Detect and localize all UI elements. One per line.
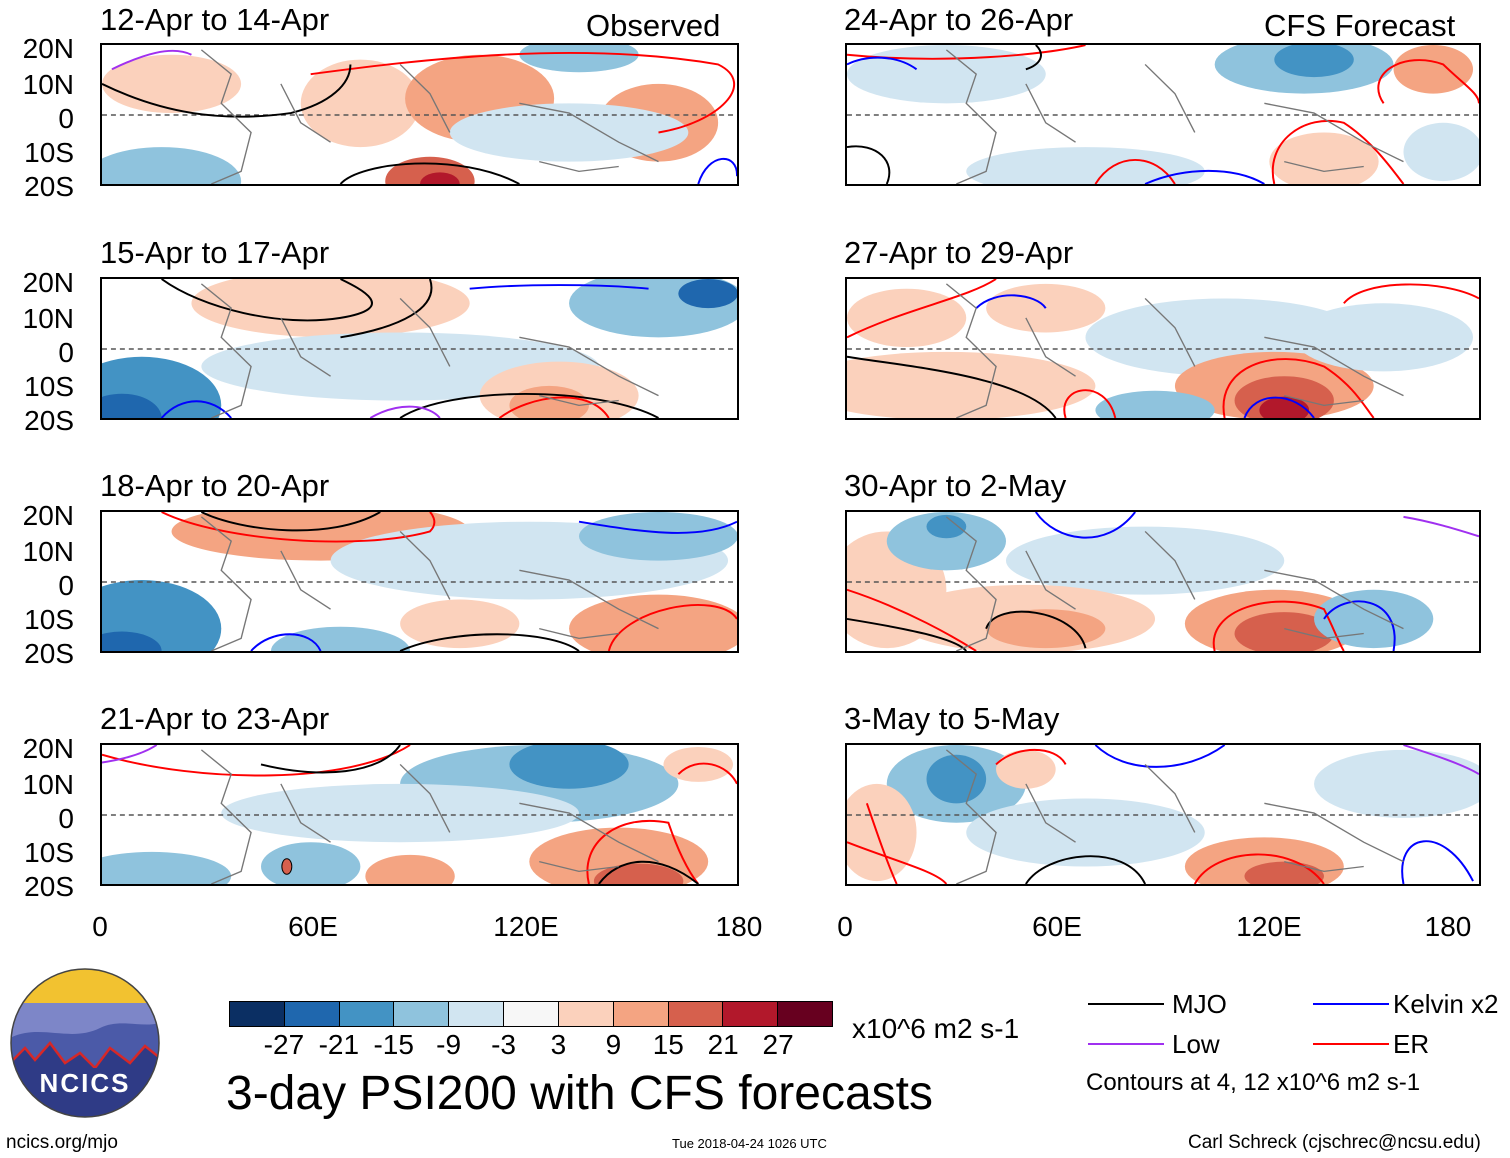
colorbar-swatch (394, 1002, 450, 1026)
panel-title: 21-Apr to 23-Apr (100, 701, 330, 736)
logo-text: NCICS (39, 1068, 131, 1098)
map-panel-observed-3 (100, 510, 739, 653)
lat-label: 10S (24, 604, 74, 635)
colorbar-tick: -3 (491, 1029, 516, 1060)
colorbar-swatch (778, 1002, 832, 1026)
contour-note: Contours at 4, 12 x10^6 m2 s-1 (1086, 1069, 1421, 1096)
colorbar-tick: -9 (436, 1029, 462, 1060)
map-panel-observed-4 (100, 743, 739, 886)
colorbar-swatch (284, 1002, 340, 1026)
lon-label: 0 (837, 911, 853, 942)
colorbar-swatch (449, 1002, 505, 1026)
footer-timestamp: Tue 2018-04-24 1026 UTC (672, 1136, 827, 1151)
colorbar-tick: 27 (762, 1029, 794, 1060)
map-panel-observed-1 (100, 43, 739, 186)
colorbar-swatch (558, 1002, 614, 1026)
footer-url[interactable]: ncics.org/mjo (6, 1132, 118, 1153)
colorbar (229, 1001, 833, 1027)
lat-label: 20S (24, 871, 74, 902)
er-legend-label: ER (1393, 1029, 1430, 1059)
lat-label: 20S (24, 405, 74, 436)
panel-title: 18-Apr to 20-Apr (100, 468, 330, 503)
kelvin-legend-label: Kelvin x2 (1393, 989, 1499, 1019)
ncics-logo: NCICS (10, 968, 160, 1118)
colorbar-swatch (504, 1002, 559, 1026)
colorbar-swatch (339, 1002, 395, 1026)
lat-label: 10N (22, 536, 74, 567)
lat-label: 10N (22, 303, 74, 334)
forecast-label: CFS Forecast (1264, 8, 1456, 43)
low-legend-line (1088, 1043, 1164, 1045)
figure-title: 3-day PSI200 with CFS forecasts (226, 1067, 933, 1120)
lat-label: 10N (22, 69, 74, 100)
lat-label: 20N (22, 267, 74, 298)
colorbar-units: x10^6 m2 s-1 (852, 1013, 1020, 1044)
kelvin-legend-line (1313, 1003, 1389, 1005)
lat-label: 20N (22, 500, 74, 531)
lat-label: 0 (58, 337, 74, 368)
lat-label: 10N (22, 769, 74, 800)
lat-label: 0 (58, 570, 74, 601)
map-panel-forecast-4 (845, 743, 1481, 886)
map-panel-forecast-2 (845, 277, 1481, 420)
map-panel-forecast-1 (845, 43, 1481, 186)
lon-label: 0 (92, 911, 108, 942)
panel-title: 30-Apr to 2-May (844, 468, 1067, 503)
mjo-legend-label: MJO (1172, 989, 1227, 1019)
panel-title: 24-Apr to 26-Apr (844, 2, 1074, 37)
colorbar-tick: 9 (605, 1029, 622, 1060)
colorbar-swatch (668, 1002, 724, 1026)
lat-label: 0 (58, 803, 74, 834)
lon-label: 120E (493, 911, 559, 942)
map-panel-forecast-3 (845, 510, 1481, 653)
lat-label: 20S (24, 638, 74, 669)
er-legend-line (1313, 1043, 1389, 1045)
lat-label: 10S (24, 137, 74, 168)
colorbar-tick: 15 (652, 1029, 684, 1060)
panel-title: 15-Apr to 17-Apr (100, 235, 330, 270)
colorbar-tick: -15 (373, 1029, 414, 1060)
lat-label: 20N (22, 733, 74, 764)
panel-title: 27-Apr to 29-Apr (844, 235, 1074, 270)
lon-label: 180 (1424, 911, 1472, 942)
colorbar-tick: -27 (263, 1029, 305, 1060)
lon-label: 60E (1032, 911, 1082, 942)
colorbar-swatch (613, 1002, 669, 1026)
observed-label: Observed (586, 8, 721, 43)
low-legend-label: Low (1172, 1029, 1220, 1059)
map-panel-observed-2 (100, 277, 739, 420)
footer-credit: Carl Schreck (cjschrec@ncsu.edu) (1188, 1132, 1481, 1153)
colorbar-swatch (723, 1002, 779, 1026)
mjo-legend-line (1088, 1003, 1164, 1005)
lat-label: 10S (24, 837, 74, 868)
colorbar-tick: 3 (550, 1029, 567, 1060)
lat-label: 0 (58, 103, 74, 134)
colorbar-swatch (230, 1002, 285, 1026)
lon-label: 180 (715, 911, 763, 942)
panel-title: 3-May to 5-May (844, 701, 1060, 736)
lon-label: 60E (288, 911, 338, 942)
colorbar-tick: -21 (318, 1029, 360, 1060)
panel-title: 12-Apr to 14-Apr (100, 2, 330, 37)
lat-label: 10S (24, 371, 74, 402)
lon-label: 120E (1236, 911, 1302, 942)
lat-label: 20S (24, 171, 74, 202)
lat-label: 20N (22, 33, 74, 64)
colorbar-tick: 21 (707, 1029, 739, 1060)
